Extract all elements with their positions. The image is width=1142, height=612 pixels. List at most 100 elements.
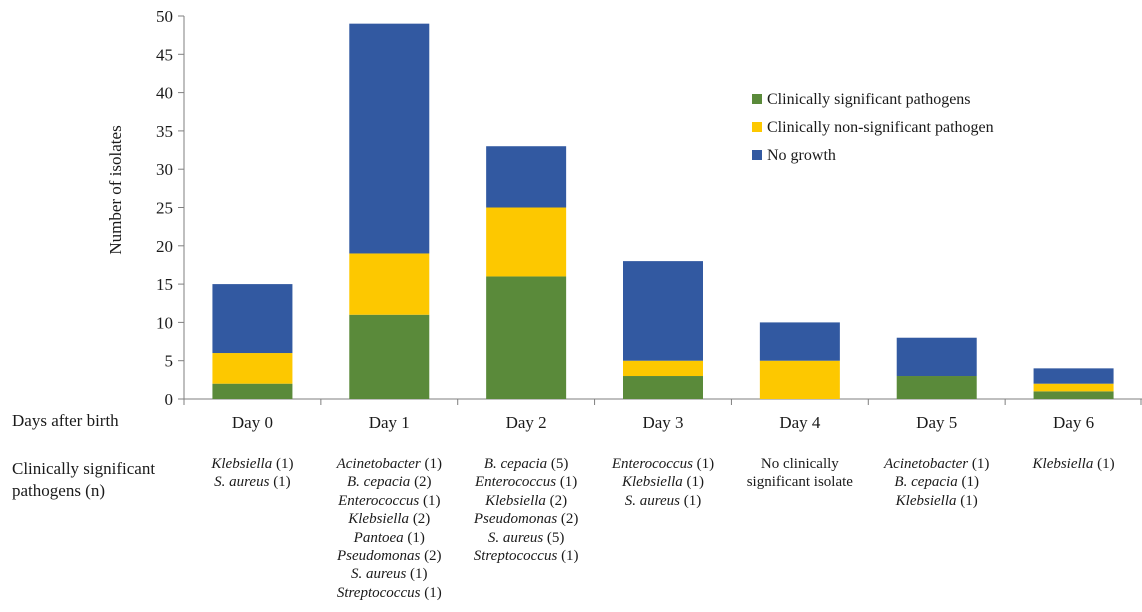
pathogen-count: (5) <box>547 456 569 472</box>
y-tick-label: 0 <box>165 390 174 409</box>
pathogen-count: (1) <box>420 584 442 601</box>
pathogen-entry: S. aureus (5) <box>451 529 601 547</box>
y-tick-label: 35 <box>156 122 173 141</box>
pathogen-entry: significant isolate <box>746 474 853 491</box>
pathogen-entry: Klebsiella (1) <box>862 492 1012 510</box>
pathogen-entry: Enterococcus (1) <box>588 455 738 473</box>
y-tick-label: 5 <box>165 352 174 371</box>
y-tick-label: 15 <box>156 275 173 294</box>
y-tick-label: 45 <box>156 45 173 64</box>
bar-segment <box>349 314 430 399</box>
pathogen-count: (2) <box>557 511 579 528</box>
bar-segment <box>212 353 293 384</box>
bar-segment <box>486 276 567 399</box>
pathogen-entry: Klebsiella (1) <box>999 455 1142 473</box>
bar-segment <box>212 284 293 354</box>
pathogen-entry: Enterococcus (1) <box>314 492 464 510</box>
bar-segment <box>896 337 977 377</box>
y-tick-label: 20 <box>156 237 173 256</box>
pathogen-name: Acinetobacter <box>336 456 421 472</box>
pathogen-entry: S. aureus (1) <box>177 473 327 491</box>
pathogen-entry: No clinically <box>760 456 839 472</box>
pathogen-count: (1) <box>272 456 294 472</box>
pathogen-name: B. cepacia <box>894 474 958 491</box>
pathogen-name: Klebsiella <box>1032 456 1094 472</box>
pathogen-count: (1) <box>968 456 990 472</box>
pathogen-entry: S. aureus (1) <box>588 492 738 510</box>
pathogen-name: Enterococcus <box>611 456 693 472</box>
legend-swatch <box>752 122 762 132</box>
pathogen-count: (1) <box>269 474 291 491</box>
x-category-label: Day 5 <box>916 413 957 432</box>
pathogen-name: B. cepacia <box>483 456 548 472</box>
bar-segment <box>759 322 840 361</box>
x-category-label: Day 2 <box>506 413 547 432</box>
days-after-birth-label: Days after birth <box>12 411 119 430</box>
pathogen-name: Streptococcus <box>473 548 558 565</box>
x-category-label: Day 4 <box>779 413 821 432</box>
bar-segment <box>1033 383 1114 392</box>
pathogen-count: (2) <box>545 492 568 509</box>
pathogen-list: No clinically significant isolate <box>725 455 875 492</box>
pathogens-row-label-line1: Clinically significant <box>12 459 156 478</box>
y-tick-label: 50 <box>156 7 173 26</box>
bar-segment <box>349 253 430 315</box>
pathogen-name: Streptococcus <box>336 584 421 601</box>
pathogen-count: (1) <box>956 492 978 509</box>
pathogen-name: Enterococcus <box>474 474 557 491</box>
y-axis-label: Number of isolates <box>106 125 125 254</box>
pathogen-list: B. cepacia (5) Enterococcus (1) Klebsiella… <box>451 455 601 565</box>
pathogen-count: (1) <box>957 474 979 491</box>
pathogen-count: (5) <box>543 529 565 546</box>
x-category-label: Day 6 <box>1053 413 1094 432</box>
bar-segment <box>896 376 977 399</box>
pathogen-list: Acinetobacter (1) B. cepacia (2) Enterococ… <box>314 455 464 602</box>
pathogen-entry: B. cepacia (1) <box>862 473 1012 491</box>
pathogen-count: (1) <box>419 492 441 509</box>
pathogen-entry: Streptococcus (1) <box>314 584 464 602</box>
y-axis: 0 5 10 15 20 25 30 35 40 45 50 <box>156 7 1142 409</box>
pathogen-count: (1) <box>420 456 442 472</box>
legend-label: No growth <box>767 147 836 164</box>
pathogen-entry: S. aureus (1) <box>314 565 464 583</box>
bars <box>212 23 1114 399</box>
bar-segment <box>1033 391 1114 399</box>
pathogen-entry: Klebsiella (1) <box>177 455 327 473</box>
pathogens-row-label-line2: pathogens (n) <box>12 481 106 500</box>
pathogen-name: S. aureus <box>487 529 544 546</box>
bar-segment <box>759 360 840 399</box>
pathogen-entry: Pantoea (1) <box>314 529 464 547</box>
pathogen-name: Klebsiella <box>621 474 683 491</box>
pathogen-name: Pseudomonas <box>336 548 421 565</box>
x-axis-categories: Day 0 Day 1 Day 2 Day 3 Day 4 Day 5 Day 6 <box>232 413 1094 432</box>
pathogen-entry: Klebsiella (2) <box>451 492 601 510</box>
pathogen-count: (1) <box>1093 456 1115 472</box>
bar-segment <box>1033 368 1114 384</box>
x-category-label: Day 3 <box>642 413 683 432</box>
pathogen-entry: Klebsiella (2) <box>314 510 464 528</box>
pathogen-name: Pantoea <box>353 529 404 546</box>
pathogen-count: (2) <box>410 474 432 491</box>
legend: Clinically significant pathogens Clinical… <box>752 91 994 164</box>
bar-segment <box>349 23 430 254</box>
pathogen-name: Pseudomonas <box>473 511 558 528</box>
pathogen-name: Klebsiella <box>485 492 546 509</box>
pathogen-name: Klebsiella <box>211 456 273 472</box>
legend-label: Clinically significant pathogens <box>767 91 971 108</box>
pathogen-list: Enterococcus (1) Klebsiella (1) S. aureus … <box>588 455 738 510</box>
bar-segment <box>623 376 703 399</box>
pathogen-count: (1) <box>682 474 705 491</box>
x-category-label: Day 0 <box>232 413 273 432</box>
y-tick-label: 40 <box>156 84 173 103</box>
bar-segment <box>212 383 293 399</box>
pathogen-entry: Acinetobacter (1) <box>314 455 464 473</box>
pathogen-name: S. aureus <box>624 492 681 509</box>
pathogens-row-label: Clinically significant pathogens (n) <box>12 458 155 502</box>
pathogen-entry: B. cepacia (5) <box>451 455 601 473</box>
pathogen-name: S. aureus <box>351 566 407 583</box>
pathogen-name: Klebsiella <box>895 492 957 509</box>
pathogen-name: B. cepacia <box>347 474 411 491</box>
pathogen-count: (1) <box>406 566 428 583</box>
pathogen-count: (2) <box>409 511 431 528</box>
